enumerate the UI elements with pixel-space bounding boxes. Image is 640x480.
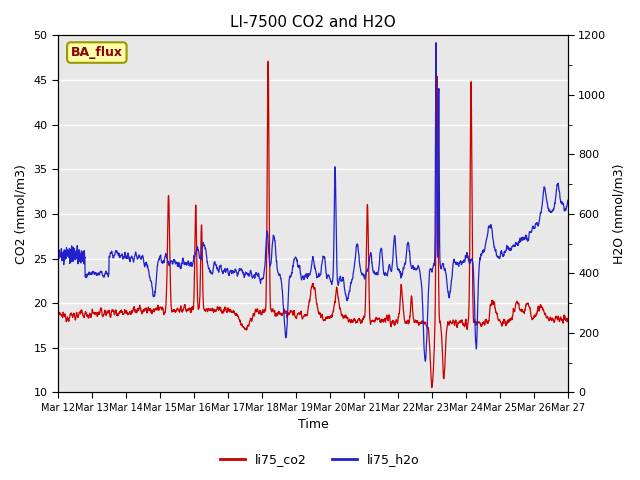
Y-axis label: CO2 (mmol/m3): CO2 (mmol/m3) [15,164,28,264]
Y-axis label: H2O (mmol/m3): H2O (mmol/m3) [612,164,625,264]
Title: LI-7500 CO2 and H2O: LI-7500 CO2 and H2O [230,15,396,30]
Legend: li75_co2, li75_h2o: li75_co2, li75_h2o [215,448,425,471]
X-axis label: Time: Time [298,419,328,432]
Text: BA_flux: BA_flux [71,46,123,59]
